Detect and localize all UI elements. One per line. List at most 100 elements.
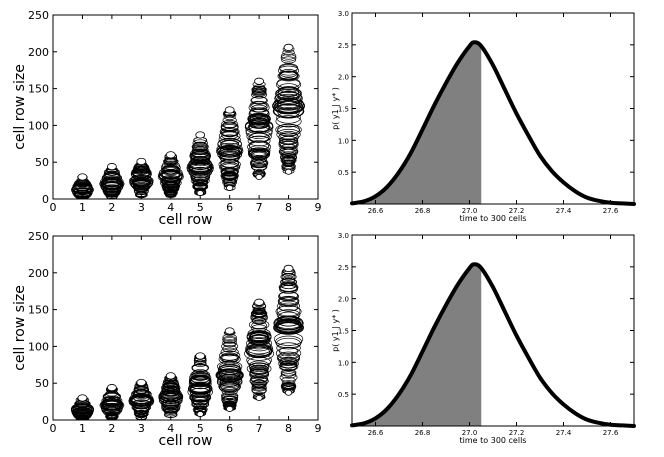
data-point (246, 337, 273, 350)
data-point (249, 377, 269, 386)
data-point (246, 362, 272, 375)
data-point (274, 319, 303, 333)
data-point (278, 302, 299, 312)
data-point-min (255, 394, 263, 401)
data-point-min (226, 405, 234, 412)
data-point-min (196, 190, 204, 197)
data-point (250, 162, 268, 171)
data-point (164, 189, 177, 195)
data-point (158, 392, 184, 404)
data-point (249, 118, 269, 128)
data-point (249, 330, 269, 340)
data-point (251, 101, 268, 109)
data-point (223, 174, 237, 182)
data-point-min (196, 411, 204, 418)
x-tick-label: 4 (167, 201, 174, 214)
data-point (275, 115, 302, 128)
x-tick-label: 4 (167, 422, 174, 435)
data-point (221, 168, 239, 177)
data-point (279, 346, 299, 356)
data-point (275, 335, 302, 349)
data-point (73, 180, 92, 190)
data-point (131, 396, 151, 406)
data-point (132, 181, 150, 190)
x-tick-label: 8 (285, 201, 292, 214)
data-point (103, 172, 121, 181)
scatter-panel-2: 0 1 2 3 4 5 6 7 8 9 0 50 100 150 200 250 cell row cell ro… (12, 230, 322, 449)
data-point (101, 173, 123, 183)
data-point (249, 158, 269, 167)
data-point (277, 352, 301, 364)
data-point (190, 151, 210, 161)
data-point (192, 178, 208, 186)
y-tick-label: 200 (28, 267, 49, 280)
data-point (188, 166, 212, 178)
y-tick-label: 3.0 (338, 232, 349, 240)
data-point-max (106, 163, 117, 171)
data-point (161, 177, 180, 186)
x-axis-label: cell row (158, 433, 212, 449)
data-point (191, 142, 209, 151)
x-tick-label: 7 (256, 201, 263, 214)
shaded-area (352, 42, 482, 204)
y-tick-label: 200 (28, 46, 49, 59)
data-point (219, 350, 241, 361)
data-point (280, 52, 297, 60)
data-point (219, 161, 240, 172)
data-point (191, 156, 210, 166)
data-point (278, 291, 299, 301)
data-point (218, 382, 241, 393)
data-point (244, 120, 274, 134)
y-tick-label: 0.5 (338, 391, 349, 399)
data-point-min (255, 173, 263, 180)
data-point (218, 130, 241, 141)
x-tick-label: 0 (50, 201, 57, 214)
data-point (277, 86, 300, 97)
data-point (187, 386, 213, 398)
data-point (222, 339, 238, 347)
data-point (104, 391, 120, 399)
data-point (163, 408, 178, 415)
data-point (276, 322, 301, 334)
data-point (101, 179, 123, 190)
data-point (245, 345, 273, 358)
point-column-2 (99, 163, 125, 199)
x-tick-label: 8 (285, 422, 292, 435)
x-tick-label: 27.6 (603, 429, 619, 437)
data-point (106, 415, 118, 420)
data-point (162, 382, 179, 391)
data-point (73, 182, 92, 192)
x-tick-label: 3 (138, 422, 145, 435)
data-point (71, 403, 94, 415)
x-tick-label: 5 (197, 201, 204, 214)
y-tick-label: 2.0 (338, 74, 349, 82)
data-point (104, 407, 120, 415)
data-point (158, 394, 183, 407)
data-point (189, 372, 212, 383)
data-point (160, 397, 181, 407)
data-point (248, 149, 270, 160)
data-point (159, 388, 182, 399)
data-point (160, 162, 181, 173)
data-point (188, 158, 213, 171)
axes-frame (52, 14, 319, 200)
data-point (276, 337, 302, 350)
data-point (248, 115, 271, 126)
data-point (279, 135, 298, 145)
data-point-max (283, 264, 294, 272)
scatter-points (70, 264, 305, 420)
data-point (161, 169, 180, 179)
data-point (276, 78, 302, 91)
data-point (221, 392, 238, 401)
data-point (251, 312, 267, 320)
y-axis-label: cell row size (12, 64, 28, 150)
data-point (218, 364, 242, 376)
data-point (245, 119, 274, 133)
x-tick-label: 27.2 (509, 429, 525, 437)
x-tick-label: 6 (226, 422, 233, 435)
data-point (281, 380, 296, 387)
data-point (281, 376, 296, 384)
data-point (132, 177, 151, 187)
data-point (250, 150, 268, 159)
